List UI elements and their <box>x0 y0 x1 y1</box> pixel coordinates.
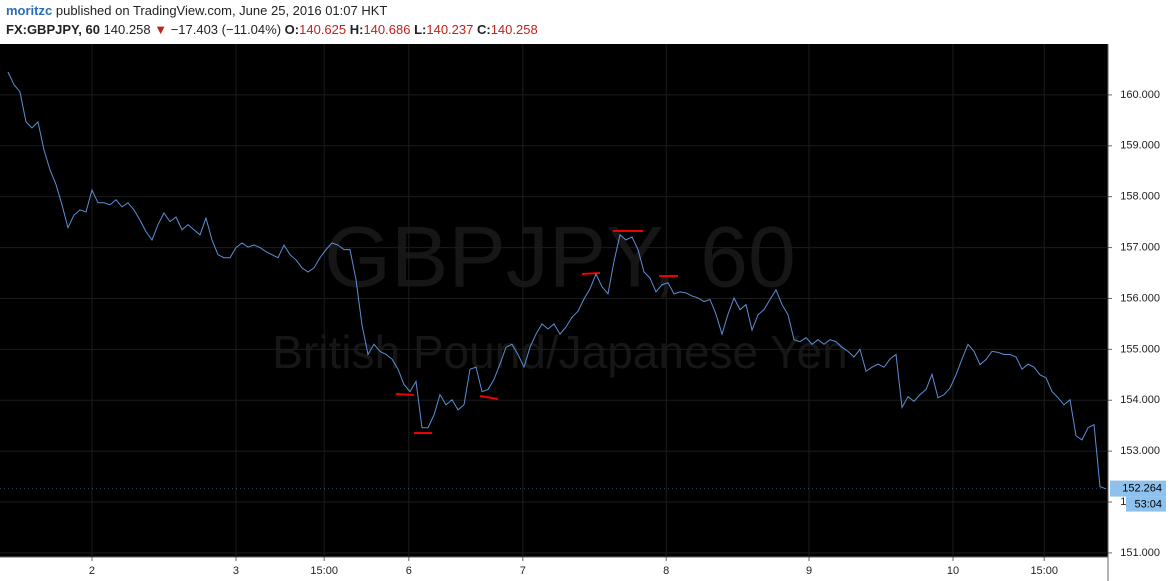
symbol: FX:GBPJPY, 60 <box>6 22 100 37</box>
last: 140.258 <box>103 22 151 37</box>
annotations <box>395 230 678 434</box>
published: published on TradingView.com, June 25, 2… <box>55 3 388 18</box>
x-tick-label: 7 <box>520 565 526 577</box>
o-label: O: <box>284 22 300 37</box>
y-tick-label: 160.000 <box>1120 89 1160 101</box>
y-tick-label: 151.000 <box>1120 547 1160 559</box>
l-label: L: <box>414 22 427 37</box>
low: 140.237 <box>426 22 474 37</box>
countdown: 53:04 <box>1134 499 1162 511</box>
username[interactable]: moritzc <box>6 3 53 18</box>
quote-line: FX:GBPJPY, 60 140.258 ▼ −17.403 (−11.04%… <box>6 22 538 37</box>
y-tick-label: 159.000 <box>1120 140 1160 152</box>
c-label: C: <box>476 22 491 37</box>
marker <box>581 272 601 275</box>
chart: GBPJPY, 60 British Pound/Japanese Yen 15… <box>0 44 1169 581</box>
plot-background <box>0 44 1108 557</box>
high: 140.686 <box>363 22 411 37</box>
down-arrow: ▼ <box>154 22 168 37</box>
time-axis <box>0 557 1108 581</box>
y-tick-label: 153.000 <box>1120 445 1160 457</box>
countdown-box <box>1126 496 1166 512</box>
last-price-label: 152.264 <box>1122 483 1162 495</box>
marker <box>479 395 499 400</box>
header: moritzc published on TradingView.com, Ju… <box>0 0 1169 44</box>
x-tick-label: 10 <box>947 565 959 577</box>
last-price-box <box>1110 480 1166 497</box>
y-tick-label: 158.000 <box>1120 191 1160 203</box>
open: 140.625 <box>299 22 347 37</box>
x-tick-label: 15:00 <box>1030 565 1058 577</box>
x-tick-label: 6 <box>406 565 412 577</box>
price-line <box>7 71 1107 490</box>
y-tick-label: 156.000 <box>1120 292 1160 304</box>
x-tick-label: 9 <box>806 565 812 577</box>
watermark: GBPJPY, 60 <box>324 210 796 306</box>
y-tick-label: 157.000 <box>1120 241 1160 253</box>
x-tick-label: 8 <box>663 565 669 577</box>
x-tick-label: 2 <box>89 565 95 577</box>
x-tick-label: 15:00 <box>310 565 338 577</box>
y-tick-label: 155.000 <box>1120 343 1160 355</box>
publish-line: moritzc published on TradingView.com, Ju… <box>6 3 387 18</box>
h-label: H: <box>349 22 364 37</box>
y-tick-label: 154.000 <box>1120 394 1160 406</box>
x-tick-label: 3 <box>233 565 239 577</box>
close: 140.258 <box>490 22 538 37</box>
grid <box>0 44 1108 557</box>
change: −17.403 (−11.04%) <box>170 22 282 37</box>
marker <box>395 393 415 396</box>
